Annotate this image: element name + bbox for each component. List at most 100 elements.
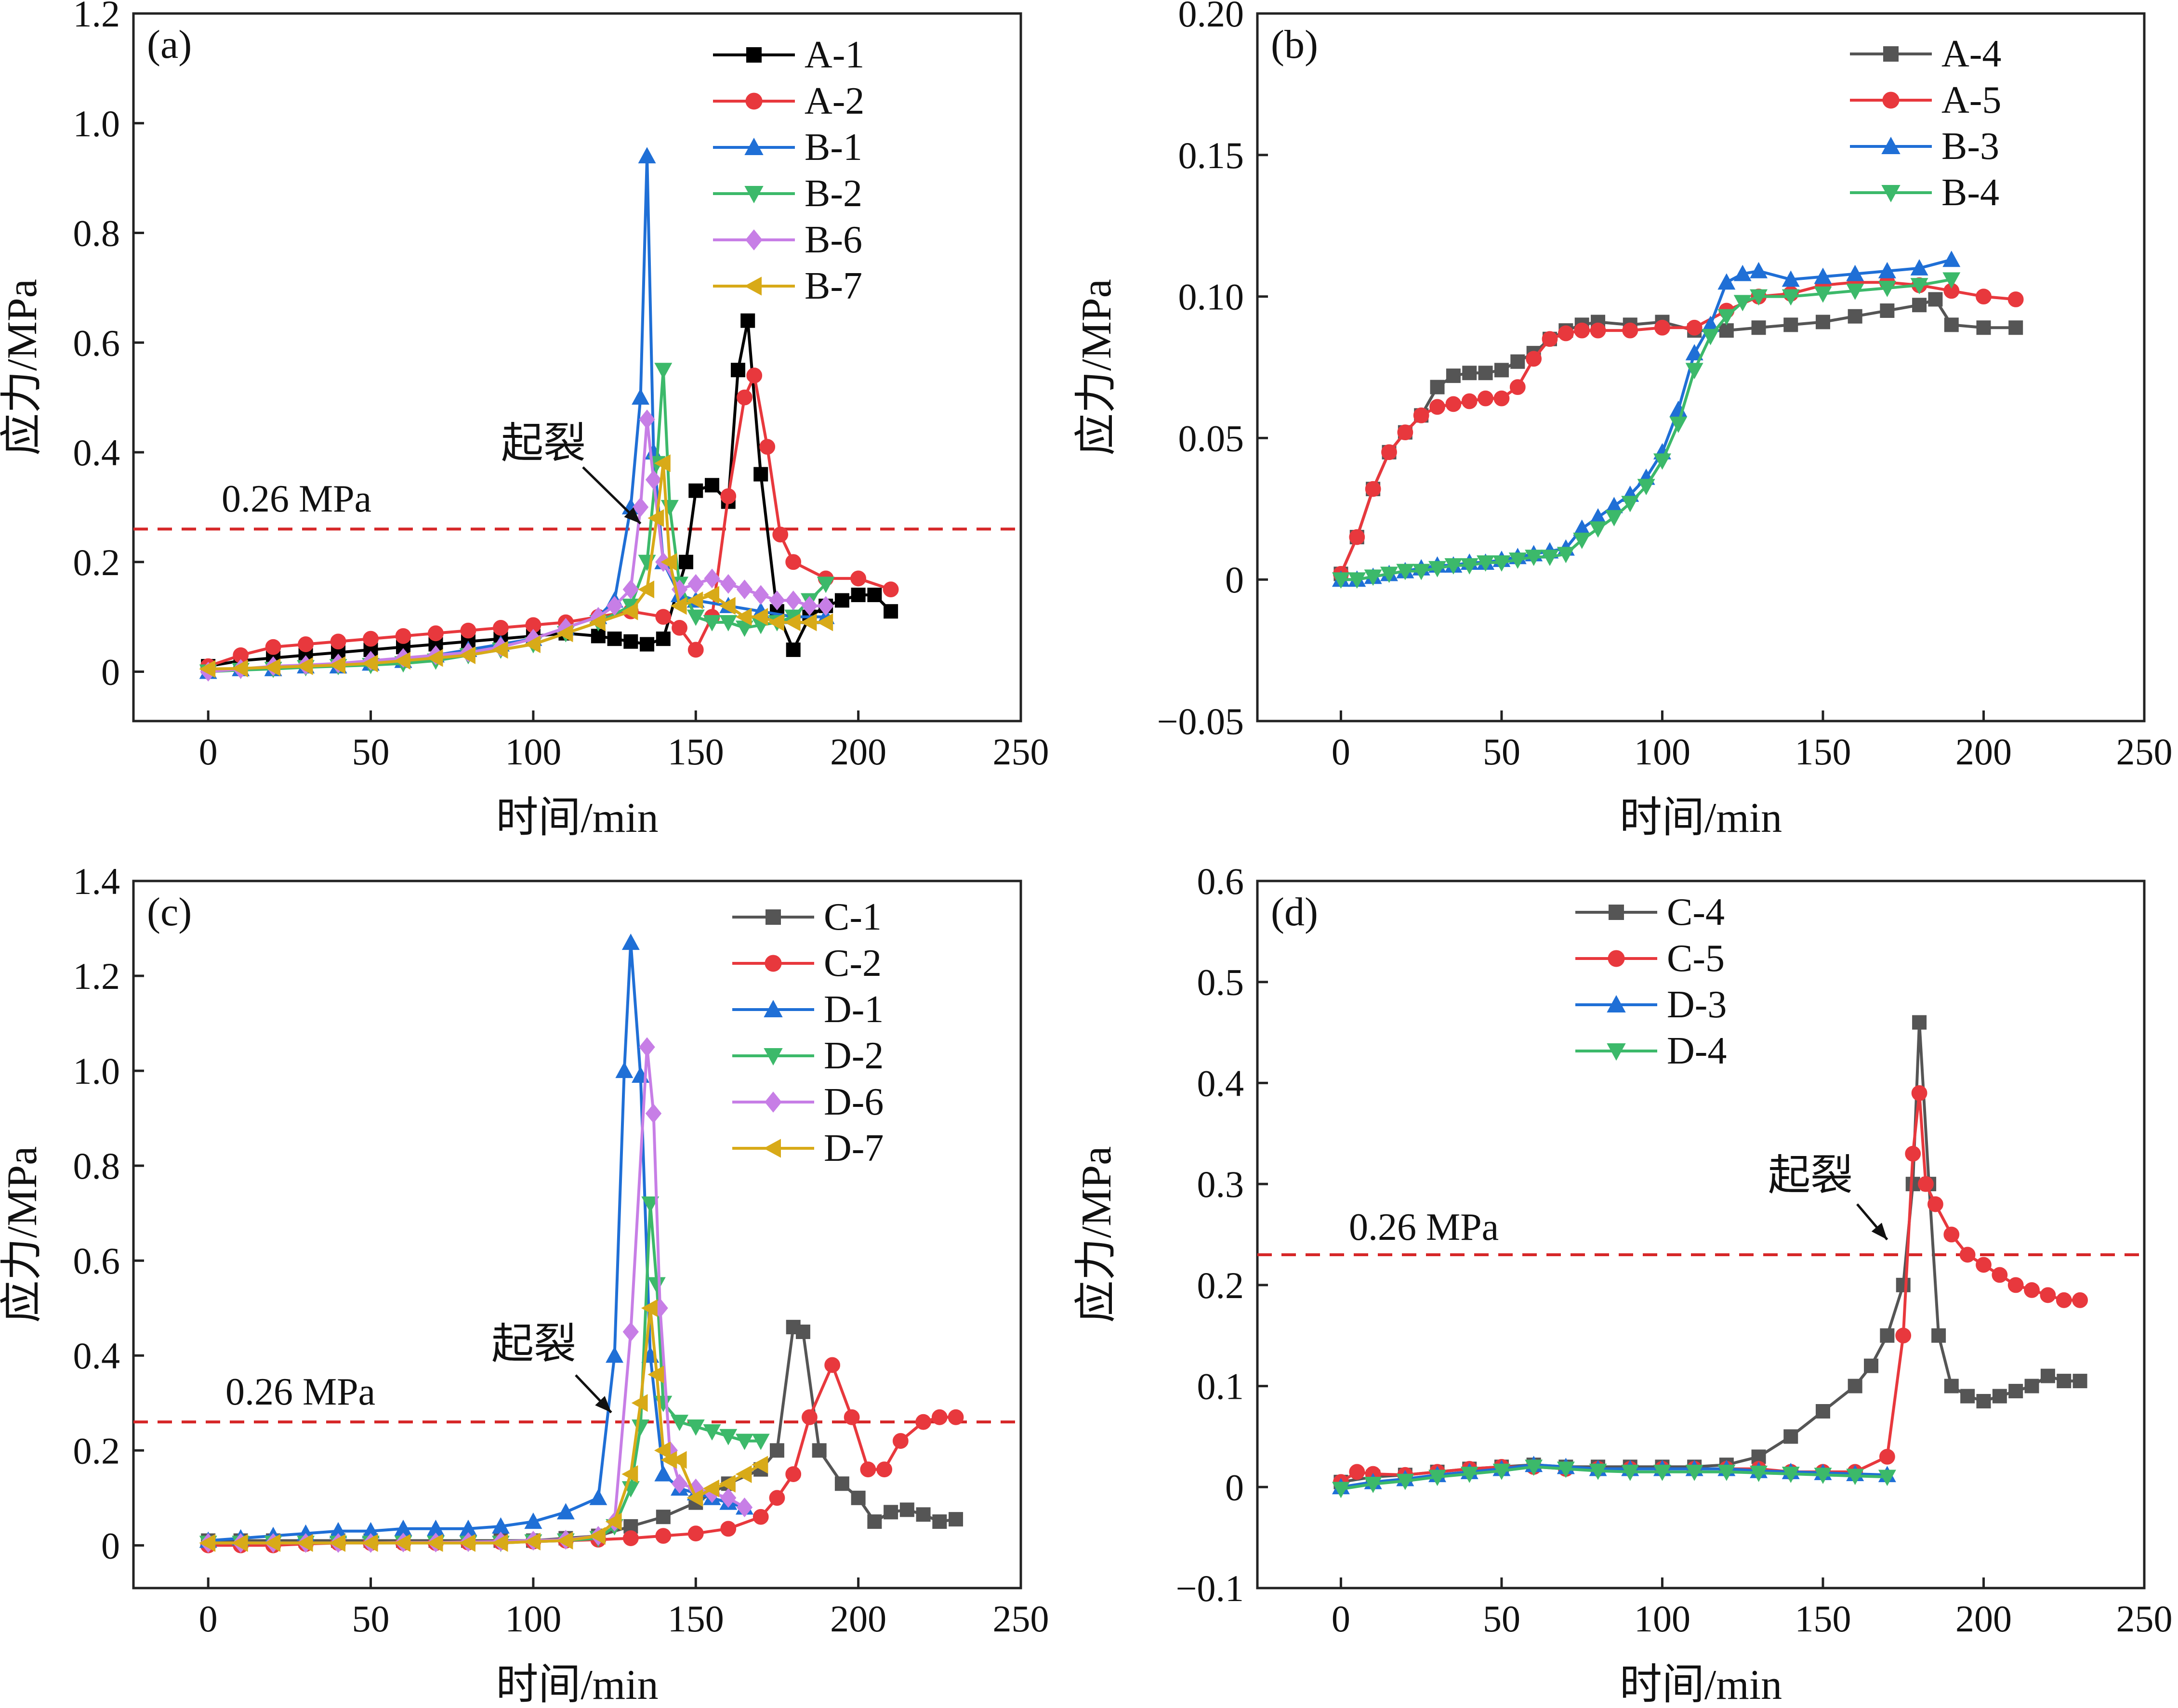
- data-point-a-1: [730, 363, 745, 378]
- data-point-d-4: [1557, 1461, 1575, 1478]
- data-point-d-6: [671, 1473, 688, 1494]
- y-tick-label: 0.8: [73, 1145, 120, 1187]
- data-point-d-1: [556, 1503, 575, 1520]
- data-point-a-5: [1429, 399, 1445, 415]
- arrow-head: [595, 1396, 611, 1413]
- legend: C-4C-5D-3D-4: [1575, 891, 1727, 1072]
- data-point-c-2: [860, 1461, 876, 1478]
- data-point-b-7: [459, 646, 475, 664]
- data-point-b-4: [1750, 289, 1768, 306]
- data-point-b-4: [1573, 532, 1591, 549]
- panel-label: (a): [147, 22, 192, 67]
- y-tick-label: 0.2: [73, 541, 120, 583]
- data-point-b-7: [491, 641, 508, 659]
- data-point-a-5: [1509, 379, 1526, 395]
- data-point-d-2: [632, 1419, 650, 1436]
- legend-label: C-4: [1667, 891, 1725, 933]
- legend-marker: [744, 276, 762, 296]
- data-point-c-4: [1944, 1379, 1959, 1393]
- crack-annotation: 起裂: [1768, 1153, 1853, 1199]
- reference-label: 0.26 MPa: [222, 478, 371, 520]
- data-point-d-1: [621, 933, 640, 950]
- y-tick-label: 0.5: [1197, 961, 1244, 1003]
- data-point-b-7: [647, 509, 664, 527]
- series-line-c-1: [208, 1326, 956, 1542]
- data-point-c-1: [769, 1443, 784, 1458]
- data-point-d-4: [1846, 1469, 1864, 1485]
- data-point-a-2: [493, 620, 509, 636]
- panel-label: (b): [1271, 22, 1318, 67]
- x-tick-label: 100: [1634, 1598, 1690, 1640]
- data-point-c-2: [948, 1409, 964, 1425]
- data-point-c-4: [2072, 1374, 2087, 1389]
- data-point-b-6: [704, 568, 720, 589]
- data-point-c-2: [622, 1530, 639, 1546]
- data-point-b-4: [1508, 552, 1527, 569]
- data-point-d-6: [720, 1488, 737, 1508]
- panel-a: 0 50 100 150 200 250 0 0.2 0.4 0.6 0.8 1.0 1.2 时间/min…: [0, 0, 1049, 841]
- data-point-c-1: [795, 1324, 810, 1339]
- legend-marker: [1607, 995, 1626, 1012]
- data-point-b-3: [1685, 344, 1703, 361]
- data-point-a-5: [2007, 291, 2024, 307]
- data-point-b-4: [1685, 363, 1703, 380]
- data-point-c-4: [1815, 1404, 1830, 1419]
- data-point-d-4: [1332, 1482, 1350, 1498]
- legend-marker: [763, 1139, 781, 1158]
- y-tick-label: 0.05: [1178, 417, 1244, 459]
- data-point-b-4: [1702, 328, 1719, 345]
- data-point-b-4: [1477, 555, 1495, 572]
- data-point-b-7: [719, 597, 736, 615]
- data-point-d-4: [1621, 1464, 1639, 1481]
- x-tick-label: 50: [1483, 1598, 1520, 1640]
- data-point-d-4: [1396, 1473, 1414, 1490]
- y-tick-label: 0: [101, 651, 120, 693]
- data-point-d-6: [736, 1498, 753, 1517]
- data-point-d-7: [524, 1532, 541, 1550]
- data-point-b-1: [632, 388, 650, 405]
- data-point-d-2: [703, 1424, 721, 1441]
- data-point-c-5: [1927, 1196, 1943, 1212]
- data-point-b-3: [1733, 264, 1752, 281]
- legend-marker: [746, 47, 762, 63]
- panel-c: 0 50 100 150 200 250 0 0.2 0.4 0.6 0.8 1.0 1.2 1.4 时间/…: [0, 860, 1049, 1708]
- data-point-d-4: [1685, 1464, 1703, 1481]
- data-point-b-4: [1412, 564, 1430, 580]
- data-point-b-3: [1814, 267, 1832, 284]
- data-point-d-7: [231, 1534, 248, 1552]
- data-point-a-1: [623, 634, 638, 649]
- data-point-a-5: [1558, 325, 1574, 342]
- legend-label: B-1: [805, 126, 862, 169]
- legend-label: C-5: [1667, 937, 1725, 980]
- data-point-a-2: [298, 636, 314, 652]
- data-point-c-5: [1895, 1327, 1912, 1344]
- data-point-c-4: [1931, 1328, 1946, 1343]
- data-point-c-1: [949, 1512, 964, 1527]
- data-point-a-4: [1478, 366, 1493, 381]
- data-point-d-2: [735, 1433, 753, 1450]
- data-point-b-7: [768, 613, 784, 631]
- data-point-c-4: [1783, 1429, 1798, 1444]
- data-point-b-7: [394, 652, 411, 670]
- data-point-d-2: [671, 1415, 689, 1432]
- data-point-c-5: [2040, 1287, 2056, 1303]
- y-tick-label: 1.0: [73, 1050, 120, 1092]
- data-point-a-4: [1719, 323, 1734, 338]
- data-point-a-2: [655, 609, 672, 625]
- x-tick-label: 100: [505, 1598, 561, 1640]
- x-tick-label: 150: [668, 1598, 724, 1640]
- legend-label: C-1: [824, 896, 882, 938]
- x-tick-label: 0: [199, 1598, 218, 1640]
- data-point-b-2: [817, 577, 835, 593]
- data-point-c-2: [720, 1521, 737, 1537]
- y-axis-label: 应力/MPa: [0, 279, 46, 456]
- x-axis-label: 时间/min: [496, 795, 658, 841]
- legend-label: D-2: [824, 1035, 884, 1077]
- data-point-a-1: [705, 478, 720, 493]
- data-point-b-6: [818, 596, 834, 616]
- x-tick-label: 150: [1795, 731, 1851, 773]
- data-point-a-2: [772, 526, 789, 543]
- arrow-head: [624, 507, 641, 524]
- data-point-a-4: [1944, 317, 1959, 332]
- data-point-c-5: [1918, 1176, 1934, 1192]
